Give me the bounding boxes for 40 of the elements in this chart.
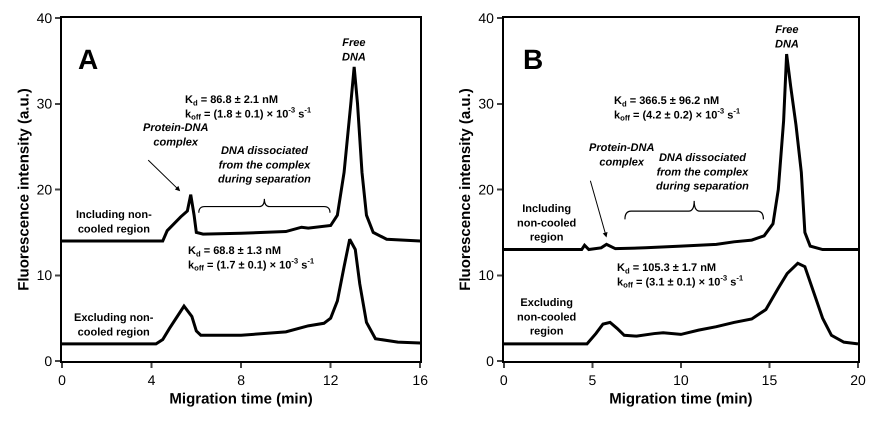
series-label: Excluding non-cooled region	[517, 297, 576, 338]
y-axis-title: Fluorescence intensity (a.u.)	[457, 88, 474, 291]
x-tick-label: 0	[500, 372, 508, 388]
y-tick-label: 0	[44, 352, 52, 369]
annotation: A	[78, 44, 98, 75]
x-tick-label: 12	[322, 372, 339, 388]
text: K$_{d}$ = 366.5 ± 96.2 nM k$_{off}$ = (4.2 ± 0.2) × 10$^{-3}$ s$^{-1}$	[614, 95, 740, 123]
x-axis-title: Migration time (min)	[609, 390, 753, 408]
x-tick-label: 4	[148, 372, 156, 388]
annotation: DNA dissociated from the complex during separation	[656, 152, 750, 193]
annotation: Protein-DNA complex	[143, 122, 208, 148]
annotation: DNA dissociated from the complex during separation	[218, 145, 312, 186]
series-label: Including non-cooled region	[517, 203, 576, 244]
x-tick-label: 10	[673, 372, 689, 388]
y-tick-label: 30	[36, 96, 52, 112]
y-tick-label: 0	[486, 352, 494, 369]
y-tick-label: 10	[478, 267, 494, 284]
x-tick-label: 16	[412, 372, 428, 388]
y-axis-title: Fluorescence intensity (a.u.)	[15, 88, 32, 291]
annotation: Free DNA	[775, 24, 799, 50]
text: K$_{d}$ = 68.8 ± 1.3 nM k$_{off}$ = (1.7 ± 0.1) × 10$^{-3}$ s$^{-1}$	[188, 245, 314, 273]
y-tick-label: 20	[478, 181, 494, 198]
annotation: Protein-DNA complex	[589, 142, 654, 168]
x-tick-label: 8	[237, 372, 246, 388]
x-axis-title: Migration time (min)	[169, 390, 313, 408]
x-tick-label: 20	[850, 372, 866, 388]
y-tick-label: 40	[478, 10, 494, 26]
annotation: Free DNA	[342, 37, 366, 64]
text: K$_{d}$ = 105.3 ± 1.7 nM k$_{off}$ = (3.1 ± 0.1) × 10$^{-3}$ s$^{-1}$	[617, 262, 744, 290]
x-tick-label: 15	[762, 372, 778, 388]
annotation: B	[523, 44, 544, 75]
y-tick-label: 10	[36, 267, 52, 284]
y-tick-label: 40	[36, 10, 52, 26]
y-tick-label: 30	[478, 96, 494, 112]
y-tick-label: 20	[36, 181, 52, 198]
series-label: Including non- cooled region	[76, 209, 152, 236]
text: K$_{d}$ = 86.8 ± 2.1 nM k$_{off}$ = (1.8 ± 0.1) × 10$^{-3}$ s$^{-1}$	[185, 94, 312, 122]
x-tick-label: 0	[58, 372, 66, 388]
x-tick-label: 5	[588, 372, 596, 388]
series-label: Excluding non- cooled region	[74, 312, 154, 338]
